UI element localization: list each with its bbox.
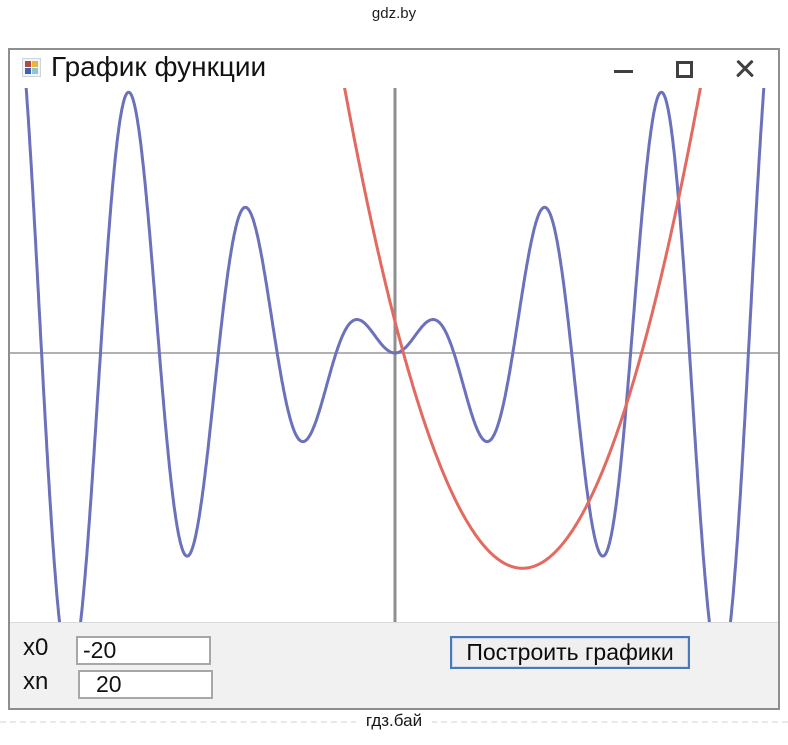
plot-area xyxy=(10,88,778,622)
app-icon xyxy=(22,58,41,77)
build-graphs-button[interactable]: Построить графики xyxy=(450,636,690,669)
curve-parabola xyxy=(343,88,702,570)
x0-label: x0 xyxy=(23,634,49,661)
minimize-icon xyxy=(614,70,633,73)
bottom-watermark: гдз.бай xyxy=(0,711,788,731)
curve-x_sin_x xyxy=(24,88,766,622)
x0-input[interactable] xyxy=(76,636,211,665)
xn-input[interactable] xyxy=(78,670,213,699)
window-title: График функции xyxy=(51,51,267,82)
maximize-button[interactable] xyxy=(672,58,696,80)
bottom-panel: x0 xn Построить графики xyxy=(10,622,778,708)
app-window: График функции x0 xn Построить граф xyxy=(8,48,780,710)
maximize-icon xyxy=(676,61,693,78)
close-button[interactable] xyxy=(732,57,758,81)
top-watermark: gdz.by xyxy=(371,5,417,22)
title-bar: График функции xyxy=(10,50,778,88)
minimize-button[interactable] xyxy=(610,64,636,78)
function-plot xyxy=(10,88,778,622)
xn-label: xn xyxy=(23,668,49,695)
